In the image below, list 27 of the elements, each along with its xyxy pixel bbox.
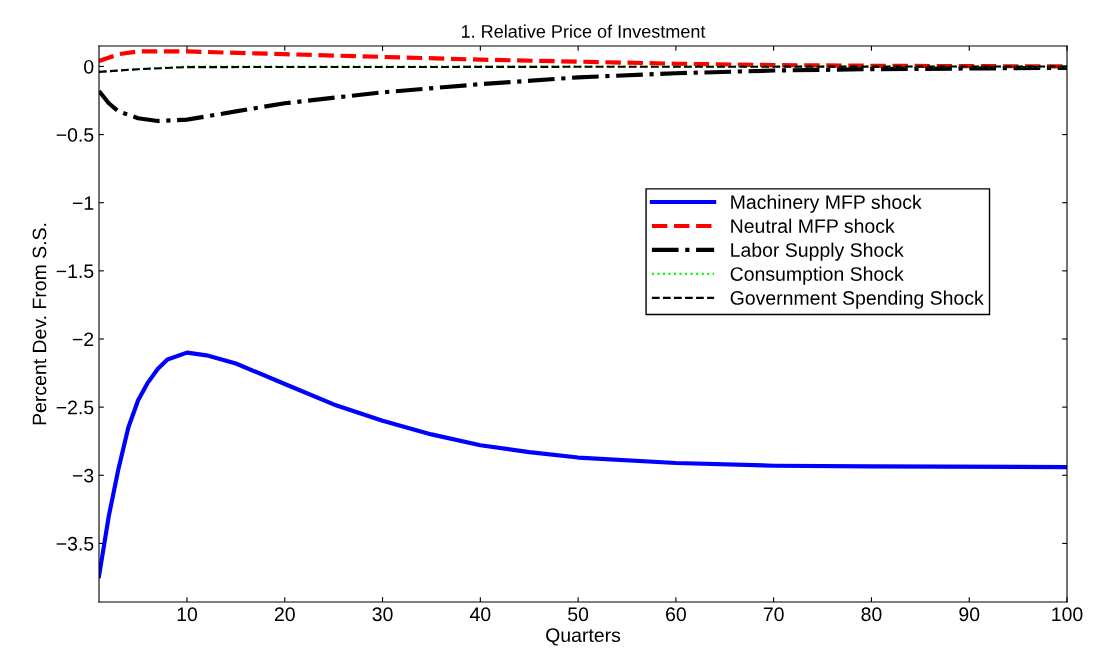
legend-label: Machinery MFP shock [731,194,922,213]
x-tick-label: 70 [763,607,784,622]
y-tick-label: 0 [84,59,94,74]
x-tick-label: 90 [959,607,980,622]
line-series [99,350,1067,579]
x-tick-label: 100 [1052,607,1083,622]
y-tick-label: −3.5 [56,536,94,551]
y-tick-label: −3 [72,468,94,483]
y-tick-label: −1 [72,196,94,210]
x-tick-label: 40 [469,607,491,622]
y-tick-label: −1.5 [56,264,94,279]
x-tick-label: 30 [372,607,393,622]
x-tick-label: 10 [177,607,198,622]
legend-label: Consumption Shock [730,266,904,285]
y-tick-label: −0.5 [56,128,94,142]
x-tick-label: 50 [568,607,589,622]
legend-label: Neutral MFP shock [731,218,895,233]
x-tick-label: 20 [274,607,295,622]
chart-title: 1. Relative Price of Investment [461,24,706,38]
y-axis-title: Percent Dev. From S.S. [32,223,47,425]
x-tick-label: 80 [861,607,882,622]
legend-label: Labor Supply Shock [731,242,904,261]
y-tick-label: −2 [72,332,94,347]
x-tick-label: 60 [666,607,686,622]
x-axis-title: Quarters [546,628,621,646]
y-tick-label: −2.5 [56,400,94,415]
legend-label: Government Spending Shock [730,290,984,309]
